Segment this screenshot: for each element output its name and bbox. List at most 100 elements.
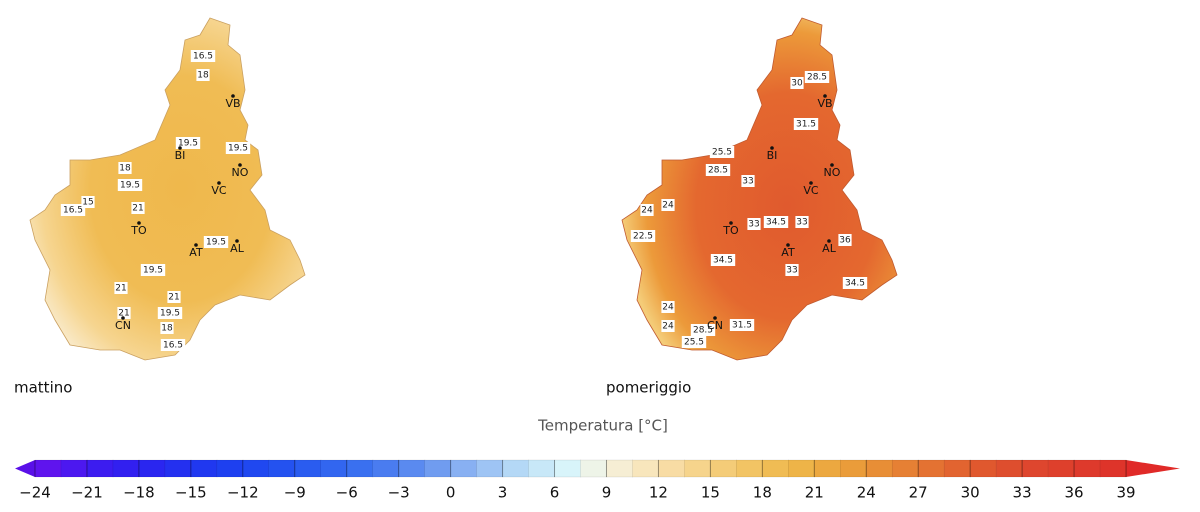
colorbar-swatch (372, 459, 400, 478)
colorbar-swatch (814, 459, 841, 478)
city-dot (231, 94, 235, 98)
colorbar-swatch (658, 459, 685, 478)
city-dot (729, 221, 733, 225)
contour-label-bg (190, 50, 216, 62)
colorbar-swatch (1099, 459, 1127, 478)
contour-label: 33 (786, 266, 797, 276)
city-dot (823, 94, 827, 98)
contour-label-bg (804, 71, 830, 83)
contour-label-bg (60, 204, 86, 216)
colorbar-swatch (1047, 459, 1075, 478)
colorbar-tick-label: 24 (857, 484, 876, 502)
contour-label: 33 (748, 220, 759, 230)
contour-label-bg (160, 339, 186, 351)
contour-label-bg (225, 142, 251, 154)
colorbar-swatch (762, 459, 789, 478)
city-label: AT (781, 246, 795, 259)
colorbar-over (1126, 460, 1180, 477)
contour-label-bg (763, 216, 789, 228)
contour-label-bg (661, 199, 675, 211)
colorbar-swatch (995, 459, 1023, 478)
contour-label-bg (114, 282, 128, 294)
contour-label: 34.5 (766, 218, 786, 228)
contour-label: 31.5 (796, 120, 816, 130)
contour-label-bg (795, 216, 809, 228)
contour-label-bg (117, 307, 131, 319)
colorbar-swatch (476, 459, 504, 478)
colorbar-swatch (164, 459, 192, 478)
colorbar-swatch (840, 459, 867, 478)
city-label: NO (824, 166, 841, 179)
colorbar-swatch (398, 459, 426, 478)
colorbar-swatch (216, 459, 244, 478)
city-label: VB (225, 97, 240, 110)
colorbar-tick-label: 3 (498, 484, 508, 502)
city-label: BI (175, 149, 186, 162)
city-dot (786, 243, 790, 247)
colorbar-swatch (891, 459, 919, 478)
contour-label-bg (705, 164, 731, 176)
contour-label: 28.5 (807, 73, 827, 83)
colorbar-tick-label: −18 (123, 484, 155, 502)
contour-label: 24 (662, 322, 674, 332)
map-caption: pomeriggio (606, 379, 691, 397)
colorbar-swatch (60, 459, 88, 478)
city-dot (194, 243, 198, 247)
colorbar-swatch (736, 459, 763, 478)
city-label: VC (803, 184, 819, 197)
contour-label-bg (131, 202, 145, 214)
colorbar-swatch (710, 459, 737, 478)
contour-label: 18 (197, 71, 209, 81)
contour-label: 16.5 (163, 341, 183, 351)
colorbar-tick-label: 30 (961, 484, 980, 502)
contour-label-bg (196, 69, 210, 81)
contour-label: 28.5 (693, 326, 713, 336)
colorbar-tick-label: 15 (701, 484, 720, 502)
contour-label-bg (729, 319, 755, 331)
contour-label: 21 (115, 284, 126, 294)
contour-label: 33 (796, 218, 807, 228)
contour-label-bg (203, 236, 229, 248)
contour-label-bg (175, 137, 201, 149)
contour-label: 21 (168, 293, 179, 303)
colorbar-tick-label: 9 (602, 484, 612, 502)
city-dot (217, 181, 221, 185)
contour-label-bg (709, 146, 735, 158)
contour-label: 24 (662, 303, 674, 313)
colorbar-tick-label: −15 (175, 484, 207, 502)
contour-label-bg (630, 230, 656, 242)
contour-label: 18 (161, 324, 173, 334)
contour-label-bg (117, 179, 143, 191)
contour-label: 31.5 (732, 321, 752, 331)
colorbar-tick-label: 39 (1116, 484, 1135, 502)
colorbar-swatch (242, 459, 270, 478)
city-label: AL (230, 242, 245, 255)
city-dot (178, 146, 182, 150)
contour-label: 36 (839, 236, 851, 246)
contour-label: 19.5 (160, 309, 180, 319)
colorbar-swatch (1073, 459, 1101, 478)
colorbar-swatch (346, 459, 374, 478)
colorbar-swatch (424, 459, 452, 478)
contour-label: 16.5 (193, 52, 213, 62)
contour-label-bg (790, 77, 804, 89)
city-label: AL (822, 242, 837, 255)
colorbar-swatch (865, 459, 893, 478)
colorbar-title: Temperatura [°C] (537, 417, 668, 435)
contour-label-bg (661, 301, 675, 313)
contour-label: 34.5 (713, 256, 733, 266)
contour-label-bg (661, 320, 675, 332)
colorbar: −24 −21 −18 −15 −12 −9 −6 −3 0 3 6 9 12 15 18 21 24 27 30 3… (15, 459, 1180, 502)
city-dot (238, 163, 242, 167)
contour-label: 34.5 (845, 279, 865, 289)
city-dot (235, 239, 239, 243)
city-dot (770, 146, 774, 150)
city-dot (809, 181, 813, 185)
contour-label: 16.5 (63, 206, 83, 216)
city-dot (137, 221, 141, 225)
colorbar-swatch (86, 459, 114, 478)
contour-label-bg (160, 322, 174, 334)
colorbar-swatch (268, 459, 296, 478)
city-dot (830, 163, 834, 167)
